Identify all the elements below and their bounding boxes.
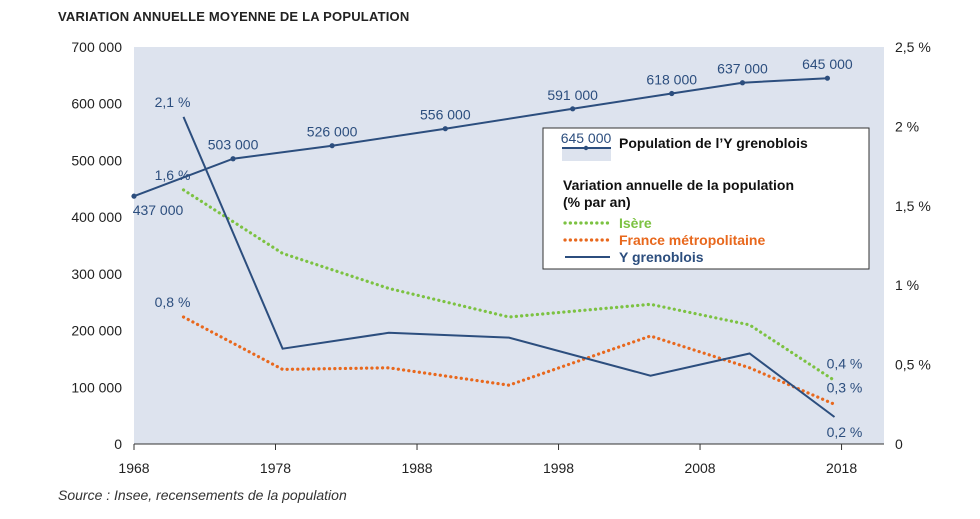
right-tick-label: 2 %	[895, 118, 919, 134]
variation-end-label: 0,3 %	[827, 379, 863, 395]
legend-variation-subtitle: (% par an)	[563, 194, 631, 210]
population-point	[669, 90, 675, 97]
variation-series: 1,6 % 0,4 % 0,8 % 0,3 % 2,1 % 0,2 %	[155, 94, 863, 440]
left-tick-label: 300 000	[71, 266, 122, 282]
population-value-label: 556 000	[420, 107, 471, 123]
population-point	[442, 126, 448, 132]
legend-variation-title: Variation annuelle de la population	[563, 177, 794, 193]
right-tick-label: 1 %	[895, 277, 919, 293]
legend: 645 000 Population de l’Y grenoblois Varia…	[542, 127, 870, 270]
right-axis-ticks: 0 0,5 % 1 % 1,5 % 2 % 2,5 %	[895, 39, 931, 452]
legend-series-label: Isère	[619, 215, 652, 231]
left-axis-ticks: 0 100 000 200 000 300 000 400 000 500 000 600 …	[71, 39, 122, 452]
variation-start-label: 0,8 %	[155, 294, 191, 310]
x-tick-label: 2008	[684, 460, 715, 476]
population-value-label: 637 000	[717, 61, 768, 77]
left-tick-label: 700 000	[71, 39, 122, 55]
population-value-label: 591 000	[547, 87, 598, 103]
right-tick-label: 0	[895, 436, 903, 452]
population-value-label: 526 000	[307, 124, 358, 140]
right-tick-label: 2,5 %	[895, 39, 931, 55]
variation-line	[182, 116, 836, 418]
legend-series-label: France métropolitaine	[619, 232, 765, 248]
population-line	[133, 77, 828, 198]
population-value-label: 618 000	[646, 72, 697, 88]
variation-end-label: 0,4 %	[827, 355, 863, 371]
legend-series-label: Y grenoblois	[619, 249, 704, 265]
population-point	[824, 75, 830, 81]
left-tick-label: 400 000	[71, 209, 122, 225]
variation-start-label: 1,6 %	[155, 167, 191, 183]
left-tick-label: 500 000	[71, 152, 122, 168]
x-tick-label: 1988	[401, 460, 432, 476]
legend-population-area-swatch	[562, 148, 611, 161]
population-point	[131, 193, 137, 199]
x-tick-label: 1978	[260, 460, 291, 476]
right-tick-label: 1,5 %	[895, 198, 931, 214]
source-note: Source : Insee, recensements de la popul…	[58, 487, 347, 503]
variation-end-label: 0,2 %	[827, 424, 863, 440]
right-tick-label: 0,5 %	[895, 357, 931, 373]
x-tick-label: 1968	[118, 460, 149, 476]
x-tick-label: 2018	[826, 460, 857, 476]
population-point	[230, 156, 236, 162]
left-tick-label: 0	[114, 436, 122, 452]
population-value-label: 437 000	[133, 202, 184, 218]
legend-population-label: Population de l’Y grenoblois	[619, 135, 808, 151]
left-tick-label: 100 000	[71, 379, 122, 395]
chart-title: VARIATION ANNUELLE MOYENNE DE LA POPULAT…	[58, 9, 409, 24]
population-point	[329, 143, 335, 149]
population-value-label: 503 000	[208, 137, 259, 153]
variation-line	[181, 188, 837, 383]
population-series: 437 000 503 000 526 000 556 000 591 000 618 0…	[131, 56, 853, 218]
population-point	[570, 106, 576, 112]
legend-population-point-swatch	[583, 145, 589, 151]
variation-line	[181, 315, 837, 406]
x-axis-ticks: 1968 1978 1988 1998 2008 2018	[118, 444, 857, 476]
left-tick-label: 600 000	[71, 96, 122, 112]
left-tick-label: 200 000	[71, 323, 122, 339]
variation-start-label: 2,1 %	[155, 94, 191, 110]
population-point	[739, 80, 746, 86]
population-value-label: 645 000	[802, 56, 853, 72]
x-tick-label: 1998	[543, 460, 574, 476]
legend-population-sample: 645 000	[561, 130, 612, 146]
